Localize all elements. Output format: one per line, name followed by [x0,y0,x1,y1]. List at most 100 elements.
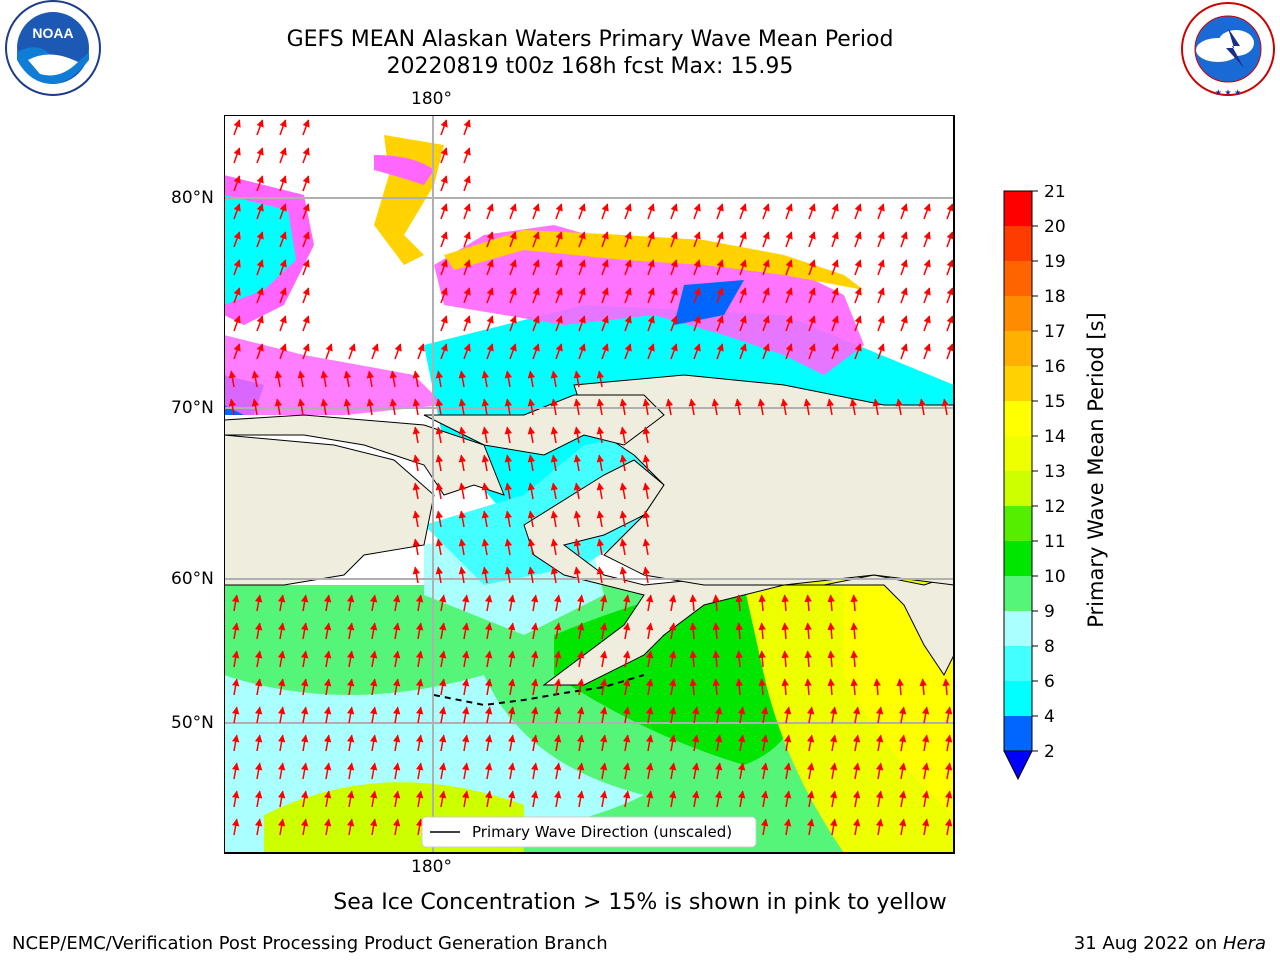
wave-arrow [323,650,332,668]
wave-arrow [302,175,310,192]
wave-arrow [530,594,539,612]
wave-arrow [486,231,494,248]
wave-arrow [829,706,838,724]
wave-arrow [642,510,651,528]
wave-arrow [532,203,540,220]
wave-arrow [693,231,701,248]
wave-arrow [849,398,858,416]
wave-arrow [440,203,448,220]
wave-arrow [435,370,444,388]
wave-arrow [553,678,562,696]
wave-arrow [877,231,885,248]
wave-arrow [254,650,263,668]
wave-arrow [601,315,609,332]
wave-arrow [481,510,490,528]
wave-arrow [553,762,562,780]
wave-arrow [415,818,424,836]
wave-arrow [279,315,287,332]
wave-arrow [274,370,283,388]
wave-arrow [532,287,540,304]
wave-arrow [923,203,931,220]
wave-arrow [573,426,582,444]
wave-arrow [302,343,310,360]
wave-arrow [806,734,815,752]
wave-arrow [507,678,516,696]
wave-arrow [461,622,470,640]
wave-arrow [254,734,263,752]
wave-arrow [323,678,332,696]
wave-arrow [415,762,424,780]
wave-arrow [670,231,678,248]
wave-arrow [346,622,355,640]
wave-arrow [642,426,651,444]
wave-arrow [576,706,585,724]
wave-arrow [831,231,839,248]
wave-arrow [412,454,421,472]
wave-arrow [735,594,743,612]
wave-arrow [921,706,930,724]
wave-arrow [440,259,448,276]
wave-arrow [762,231,770,248]
wave-arrow [550,566,559,584]
wave-arrow [827,594,835,612]
wave-arrow [438,594,447,612]
wave-arrow [279,147,287,164]
wave-arrow [532,231,540,248]
wave-arrow [900,315,908,332]
wave-arrow [435,566,444,584]
wave-arrow [346,818,355,836]
wave-arrow [923,315,931,332]
wave-arrow [435,482,444,500]
wave-arrow [619,538,628,556]
wave-arrow [369,734,378,752]
wave-arrow [277,622,286,640]
wave-arrow [735,678,743,696]
wave-arrow [826,398,835,416]
wave-arrow [599,706,608,724]
wave-arrow [440,175,448,192]
colorbar-tick-label: 20 [1044,217,1066,237]
wave-arrow [642,566,651,584]
lat-label-80: 80°N [171,188,214,208]
wave-arrow [760,706,769,724]
lat-label-60: 60°N [171,569,214,589]
colorbar: 2 4 6 8 9 10 11 12 13 14 15 16 17 18 19 20 21 [1003,185,1066,781]
wave-arrow [647,287,655,304]
wave-arrow [941,398,950,416]
wave-arrow [808,287,816,304]
wave-arrow [415,622,424,640]
wave-arrow [900,203,908,220]
wave-arrow [576,650,585,668]
wave-arrow [642,482,651,500]
wave-arrow [233,343,241,360]
wave-arrow [829,818,838,836]
wave-arrow [392,650,401,668]
wave-arrow [619,566,628,584]
wave-arrow [619,510,628,528]
wave-arrow [254,762,263,780]
wave-arrow [785,343,793,360]
wave-arrow [781,678,789,696]
wave-arrow [854,203,862,220]
wave-arrow [509,287,517,304]
wave-arrow [486,203,494,220]
wave-arrow [279,287,287,304]
wave-arrow [484,594,493,612]
wave-arrow [254,790,263,808]
wave-arrow [693,343,701,360]
wave-arrow [737,706,746,724]
wave-arrow [712,650,720,668]
wave-arrow [277,762,286,780]
wave-arrow [898,818,907,836]
wave-arrow [233,287,241,304]
wave-arrow [875,706,884,724]
wave-arrow [300,594,309,612]
wave-arrow [785,231,793,248]
wave-arrow [854,287,862,304]
wave-arrow [739,231,747,248]
wave-arrow [714,734,723,752]
wave-arrow [829,762,838,780]
wave-arrow [415,790,424,808]
wave-arrow [389,398,398,416]
wave-arrow [578,259,586,276]
